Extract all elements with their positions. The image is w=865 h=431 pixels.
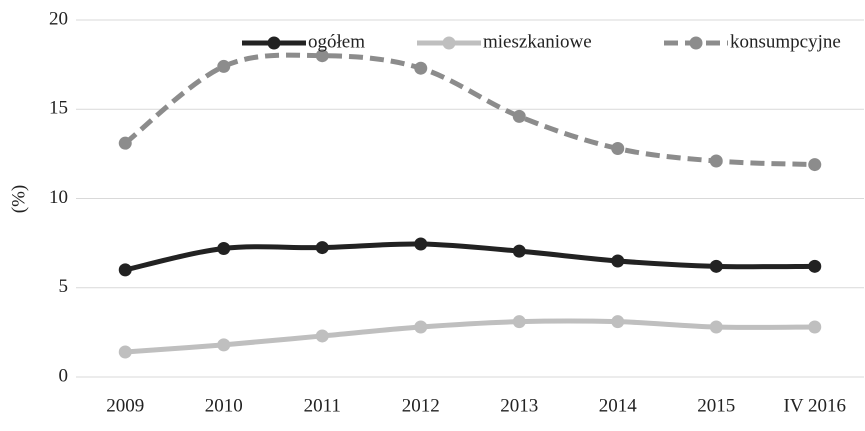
legend-marker	[442, 36, 456, 50]
x-tick-label: 2013	[500, 395, 538, 416]
point	[118, 345, 132, 359]
point	[217, 338, 231, 352]
series-line	[125, 318, 815, 355]
point	[512, 244, 526, 258]
point	[512, 315, 526, 329]
point	[315, 329, 329, 343]
x-tick-label: 2012	[402, 395, 440, 416]
y-axis-label: (%)	[8, 185, 29, 213]
y-tick-label: 10	[49, 187, 68, 208]
series-line	[123, 52, 815, 168]
point	[118, 263, 132, 277]
point	[611, 142, 625, 156]
point	[217, 59, 231, 73]
x-tick-label: 2010	[205, 395, 243, 416]
legend-label: konsumpcyjne	[730, 31, 841, 52]
x-tick-label: 2011	[304, 395, 341, 416]
point	[808, 158, 822, 172]
x-tick-label: IV 2016	[784, 395, 846, 416]
point	[808, 259, 822, 273]
legend-marker	[689, 36, 703, 50]
point	[315, 49, 329, 63]
y-tick-label: 20	[49, 8, 68, 29]
point	[512, 109, 526, 123]
point	[217, 241, 231, 255]
point	[709, 154, 723, 168]
y-tick-label: 15	[49, 98, 68, 119]
x-tick-label: 2015	[697, 395, 735, 416]
point	[414, 320, 428, 334]
point	[709, 259, 723, 273]
point	[414, 61, 428, 75]
point	[611, 315, 625, 329]
point	[808, 320, 822, 334]
legend-marker	[267, 36, 281, 50]
point	[611, 254, 625, 268]
x-tick-label: 2009	[106, 395, 144, 416]
point	[414, 237, 428, 251]
legend-label: ogółem	[308, 31, 365, 52]
legend-label: mieszkaniowe	[483, 31, 592, 52]
point	[118, 136, 132, 150]
point	[315, 241, 329, 255]
point	[709, 320, 723, 334]
y-tick-label: 0	[59, 365, 69, 386]
y-tick-label: 5	[59, 276, 69, 297]
x-tick-label: 2014	[599, 395, 638, 416]
